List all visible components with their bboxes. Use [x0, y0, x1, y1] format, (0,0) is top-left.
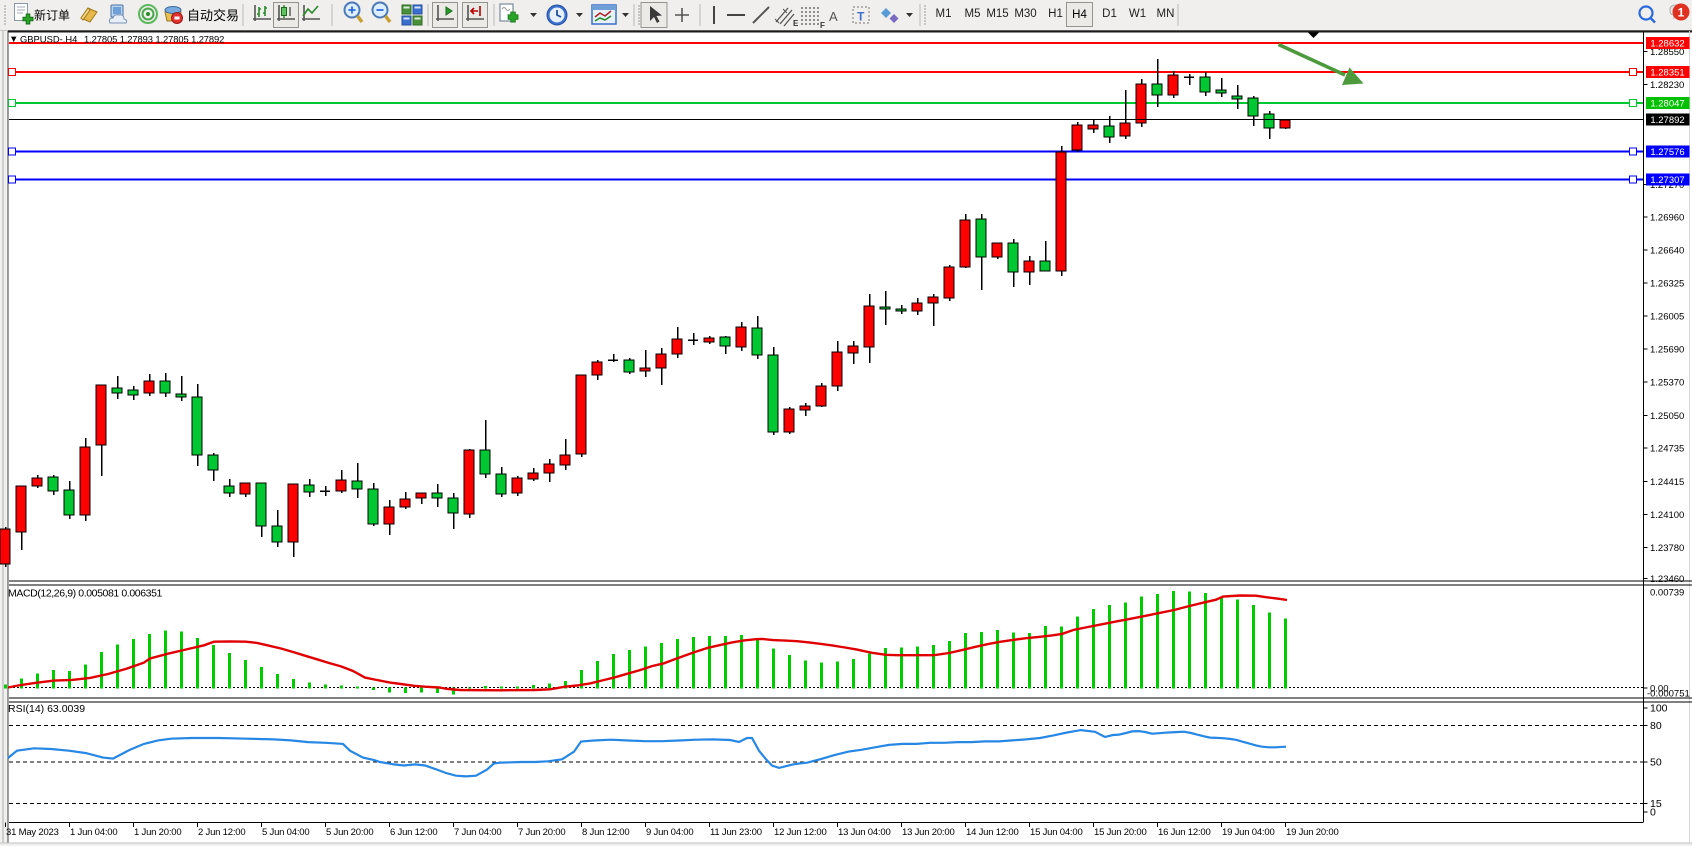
svg-text:MACD(12,26,9) 0.005081 0.00635: MACD(12,26,9) 0.005081 0.006351 [8, 588, 163, 600]
svg-text:GBPUSD-.H4: GBPUSD-.H4 [20, 34, 77, 45]
svg-text:0: 0 [1650, 807, 1656, 819]
svg-text:1.26640: 1.26640 [1650, 246, 1684, 257]
svg-text:1.25370: 1.25370 [1650, 378, 1684, 389]
svg-text:E: E [793, 19, 799, 28]
svg-text:8 Jun 12:00: 8 Jun 12:00 [582, 827, 629, 838]
svg-text:F: F [820, 21, 825, 30]
svg-text:80: 80 [1650, 720, 1662, 732]
svg-text:1.28632: 1.28632 [1650, 39, 1684, 50]
svg-text:1.27270: 1.27270 [1650, 180, 1684, 191]
svg-text:7 Jun 20:00: 7 Jun 20:00 [518, 827, 565, 838]
svg-text:6 Jun 12:00: 6 Jun 12:00 [390, 827, 437, 838]
svg-text:1.24100: 1.24100 [1650, 510, 1684, 521]
svg-text:1 Jun 20:00: 1 Jun 20:00 [134, 827, 181, 838]
svg-text:9 Jun 04:00: 9 Jun 04:00 [646, 827, 693, 838]
svg-text:19 Jun 04:00: 19 Jun 04:00 [1222, 827, 1275, 838]
svg-text:7 Jun 04:00: 7 Jun 04:00 [454, 827, 501, 838]
svg-text:2 Jun 12:00: 2 Jun 12:00 [198, 827, 245, 838]
svg-text:1.26325: 1.26325 [1650, 278, 1684, 289]
svg-text:1.27892: 1.27892 [1650, 115, 1684, 126]
svg-text:12 Jun 12:00: 12 Jun 12:00 [774, 827, 827, 838]
svg-text:1.24735: 1.24735 [1650, 444, 1684, 455]
svg-text:19 Jun 20:00: 19 Jun 20:00 [1286, 827, 1339, 838]
svg-text:A: A [829, 9, 838, 24]
svg-text:1.25690: 1.25690 [1650, 344, 1684, 355]
svg-text:1.24415: 1.24415 [1650, 477, 1684, 488]
svg-text:新订单: 新订单 [34, 8, 70, 23]
svg-text:15 Jun 20:00: 15 Jun 20:00 [1094, 827, 1147, 838]
svg-text:50: 50 [1650, 757, 1662, 769]
svg-text:1.26960: 1.26960 [1650, 212, 1684, 223]
svg-text:1.23460: 1.23460 [1650, 574, 1684, 585]
svg-text:31 May 2023: 31 May 2023 [6, 827, 59, 838]
svg-text:16 Jun 12:00: 16 Jun 12:00 [1158, 827, 1211, 838]
svg-text:1.26005: 1.26005 [1650, 312, 1684, 323]
svg-text:14 Jun 12:00: 14 Jun 12:00 [966, 827, 1019, 838]
svg-text:1.27307: 1.27307 [1650, 175, 1684, 186]
svg-text:T: T [857, 10, 865, 24]
svg-text:1.23780: 1.23780 [1650, 543, 1684, 554]
svg-text:0.00: 0.00 [1650, 684, 1669, 695]
svg-text:1.28047: 1.28047 [1650, 99, 1684, 110]
svg-text:1.27576: 1.27576 [1650, 147, 1684, 158]
svg-text:1.28550: 1.28550 [1650, 47, 1684, 58]
svg-text:0.00739: 0.00739 [1650, 588, 1684, 599]
svg-text:-0.000751: -0.000751 [1647, 689, 1690, 700]
svg-text:13 Jun 04:00: 13 Jun 04:00 [838, 827, 891, 838]
svg-text:1.28351: 1.28351 [1650, 68, 1684, 79]
svg-text:1.27805 1.27893 1.27805 1.2789: 1.27805 1.27893 1.27805 1.27892 [84, 34, 224, 45]
svg-text:RSI(14) 63.0039: RSI(14) 63.0039 [8, 703, 85, 715]
svg-text:13 Jun 20:00: 13 Jun 20:00 [902, 827, 955, 838]
svg-text:1.28230: 1.28230 [1650, 80, 1684, 91]
svg-text:1: 1 [1678, 6, 1685, 20]
svg-text:1.25050: 1.25050 [1650, 411, 1684, 422]
svg-text:5 Jun 20:00: 5 Jun 20:00 [326, 827, 373, 838]
svg-text:▼: ▼ [9, 34, 18, 45]
svg-text:100: 100 [1650, 703, 1668, 715]
svg-text:11 Jun 23:00: 11 Jun 23:00 [710, 827, 762, 838]
svg-text:1 Jun 04:00: 1 Jun 04:00 [70, 827, 117, 838]
svg-text:5 Jun 04:00: 5 Jun 04:00 [262, 827, 309, 838]
svg-text:15: 15 [1650, 798, 1662, 810]
svg-text:15 Jun 04:00: 15 Jun 04:00 [1030, 827, 1083, 838]
svg-text:自动交易: 自动交易 [187, 8, 239, 23]
